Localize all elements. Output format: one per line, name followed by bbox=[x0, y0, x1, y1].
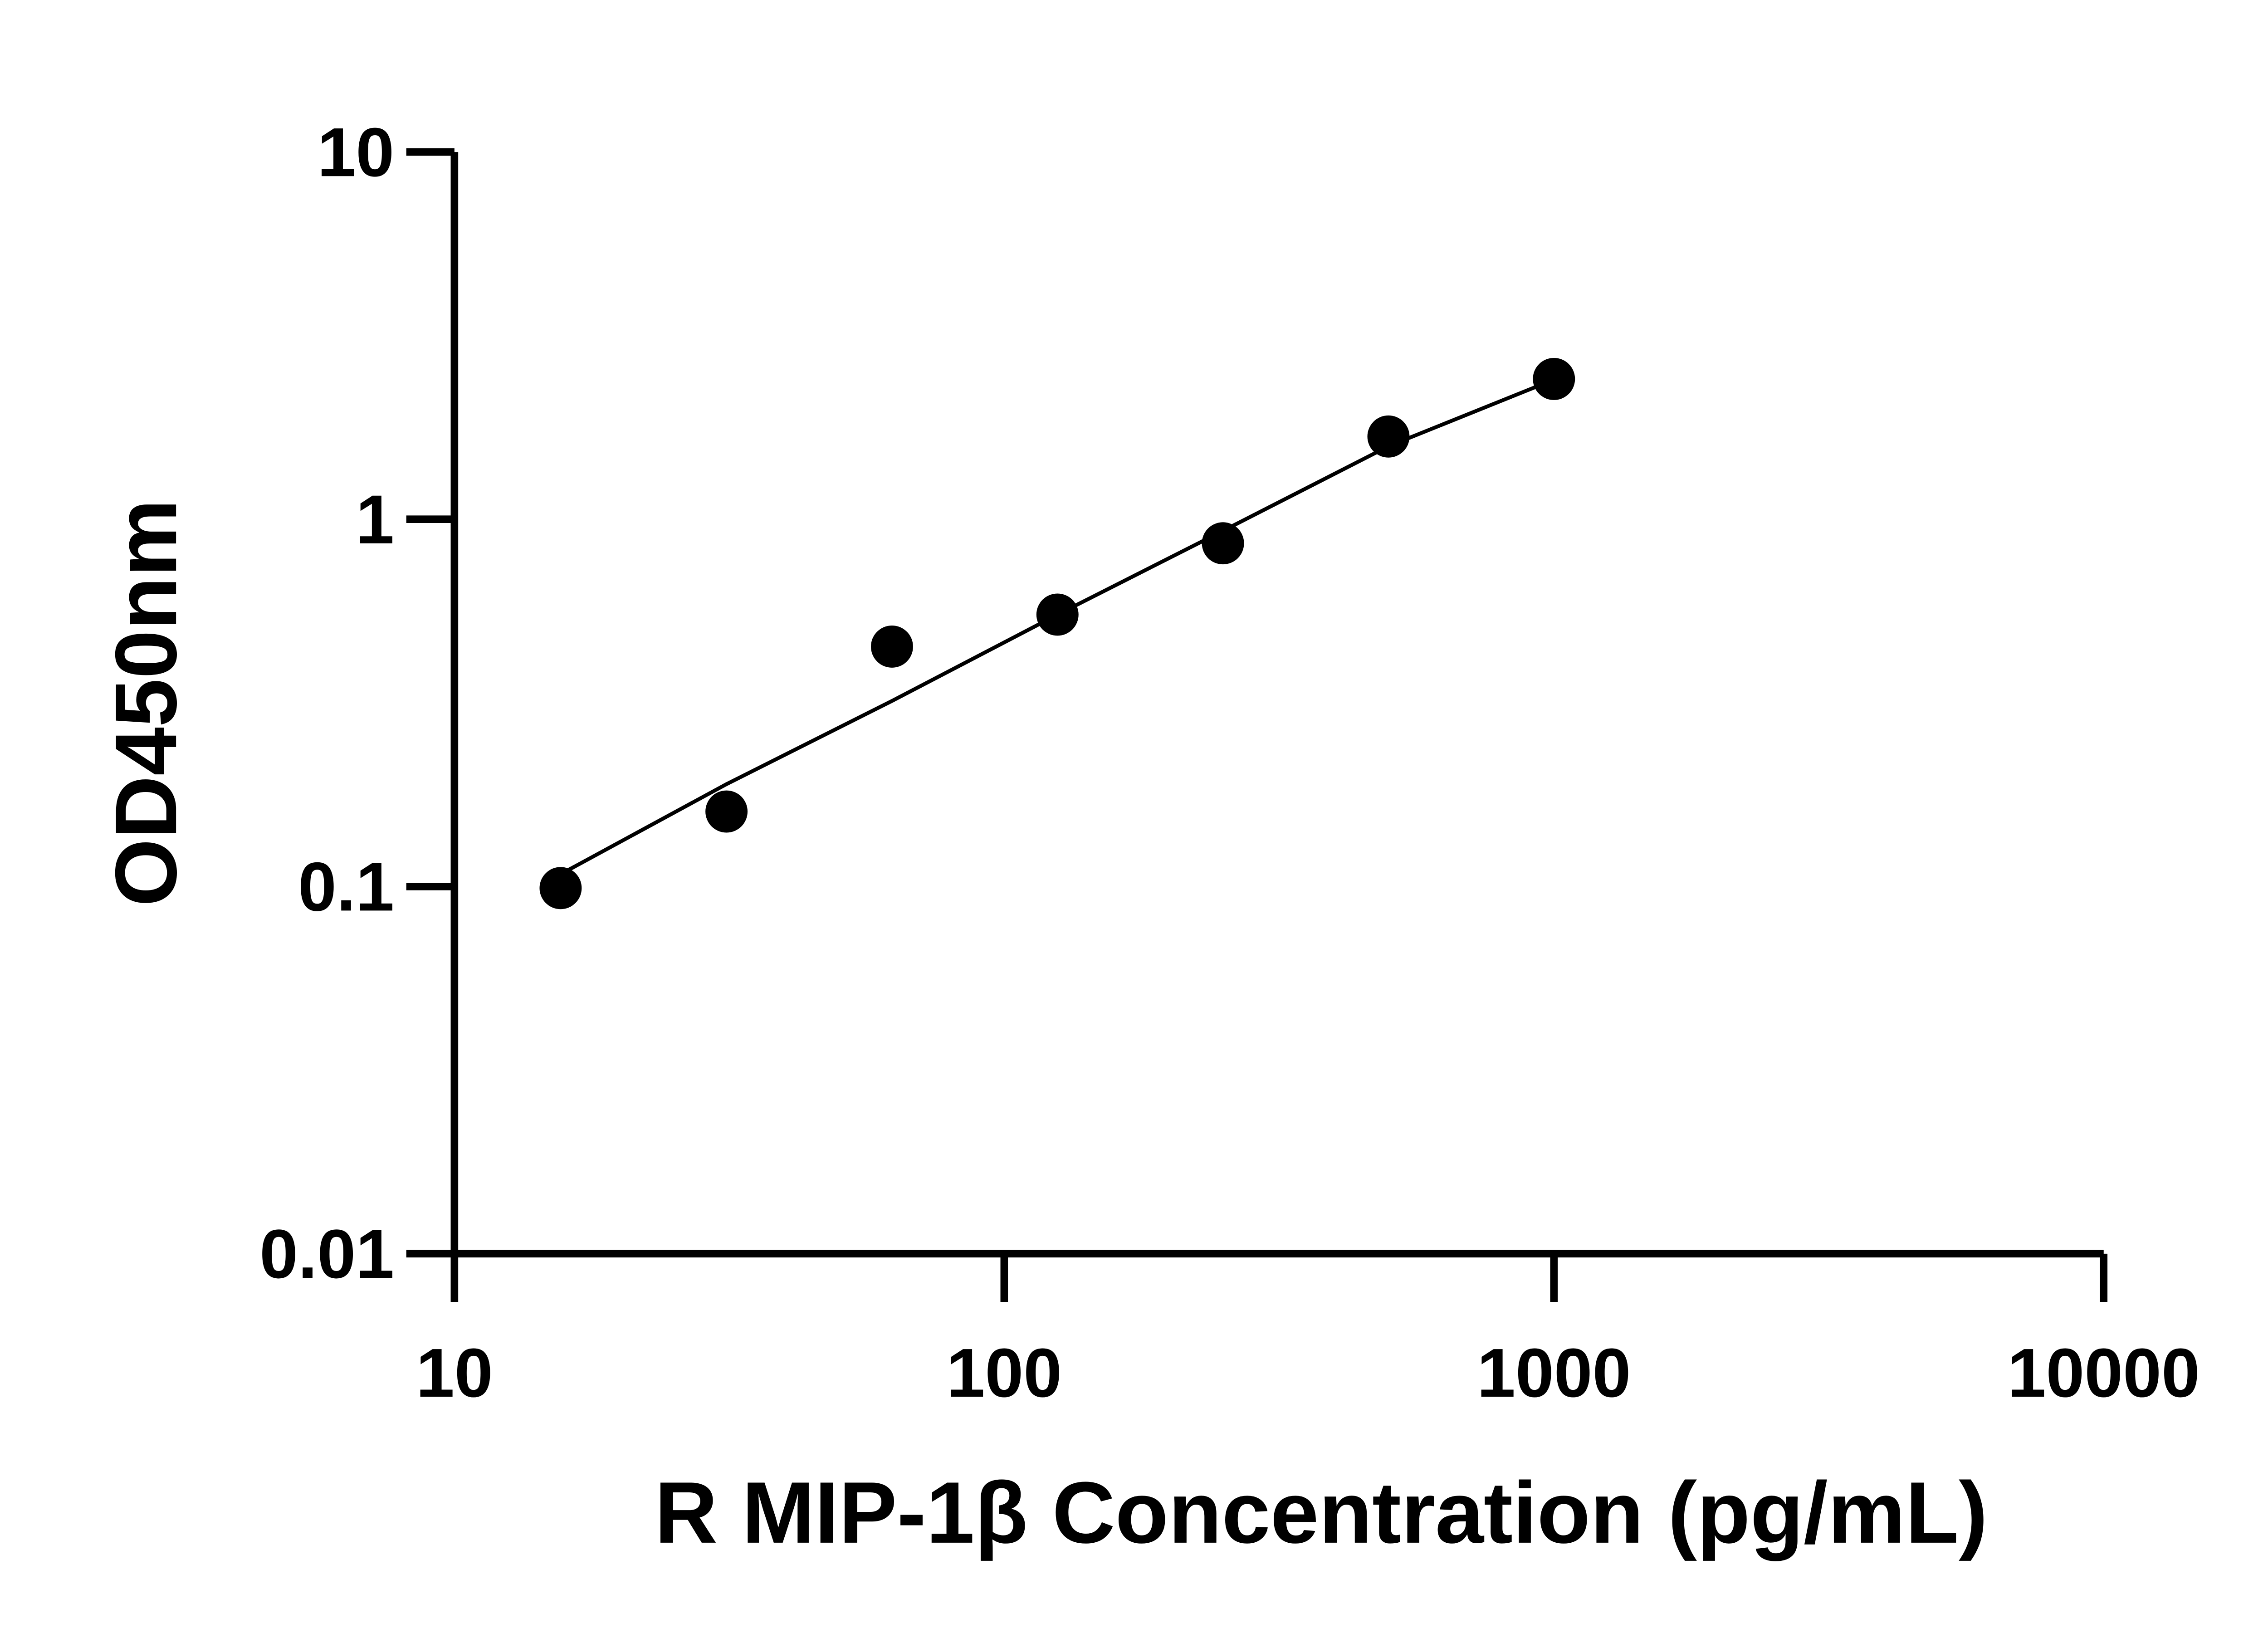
data-point bbox=[705, 790, 748, 833]
x-axis-title: R MIP-1β Concentration (pg/mL) bbox=[655, 1464, 1988, 1561]
y-axis-title: OD450nm bbox=[97, 499, 195, 906]
data-point bbox=[870, 626, 913, 668]
data-point bbox=[1202, 522, 1244, 565]
data-point bbox=[539, 867, 582, 909]
data-point bbox=[1533, 357, 1575, 400]
data-point bbox=[1367, 415, 1410, 458]
y-tick-label: 0.01 bbox=[259, 1216, 394, 1293]
data-point bbox=[1036, 593, 1079, 636]
y-tick-label: 0.1 bbox=[298, 848, 394, 925]
y-tick-label: 1 bbox=[356, 481, 394, 558]
data-points bbox=[539, 357, 1575, 909]
axes: 0.01 0.1 1 10 10 100 1000 10000 bbox=[259, 114, 2200, 1412]
x-tick-label: 1000 bbox=[1477, 1335, 1631, 1412]
x-tick-label: 10 bbox=[416, 1335, 493, 1412]
y-tick-label: 10 bbox=[317, 114, 394, 191]
x-tick-label: 10000 bbox=[2008, 1335, 2200, 1412]
x-tick-label: 100 bbox=[947, 1335, 1062, 1412]
